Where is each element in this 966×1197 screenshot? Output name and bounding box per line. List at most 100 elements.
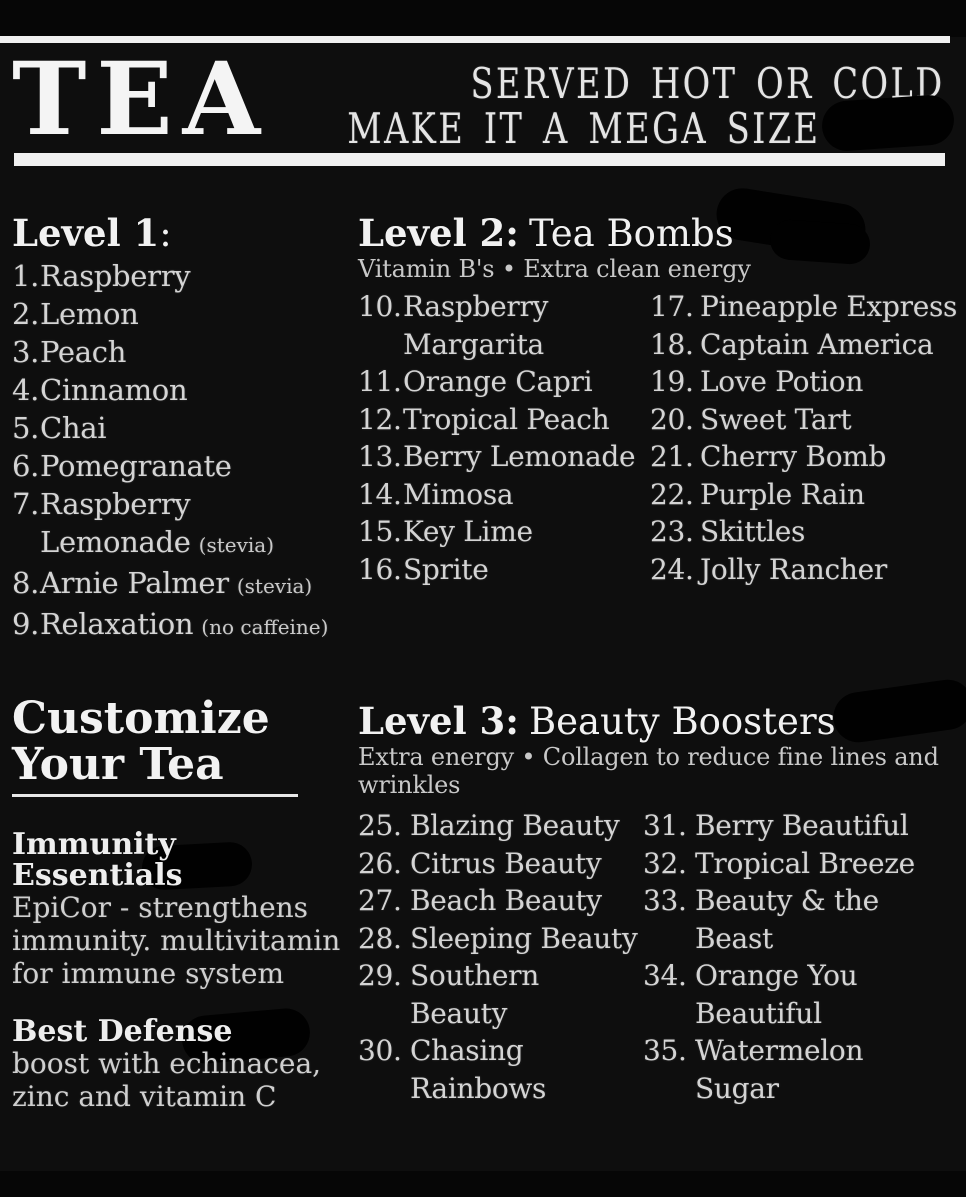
item-number: 30. [358,1034,402,1067]
item-number: 14. [358,477,402,511]
best-defense-body-line2: zinc and vitamin C [12,1080,277,1113]
item-number: 2. [12,297,40,331]
immunity-title-line2: Essentials [12,858,183,893]
tagline-line1: SERVED HOT OR COLD [470,59,945,108]
item-label: Purple Rain [700,477,865,511]
level2-subtitle: Vitamin B's • Extra clean energy [358,255,751,283]
item-label: Pomegranate [40,449,232,483]
level2-section: Level 2: Tea Bombs Vitamin B's • Extra cl… [358,212,958,588]
menu-item: 22. Purple Rain [650,476,957,514]
item-number: 16. [358,552,402,586]
item-number: 5. [12,411,40,445]
item-number: 6. [12,449,40,483]
item-number: 12. [358,402,402,436]
item-label: Orange You Beautiful [695,957,858,1032]
item-label-line2: Margarita [403,327,544,361]
level2-heading: Level 2: Tea Bombs [358,212,958,255]
item-label: Sweet Tart [700,402,852,436]
menu-item: 4. Cinnamon [12,371,357,409]
item-label: Captain America [700,327,934,361]
item-label: Lemon [40,297,139,331]
level1-list: 1. Raspberry 2. Lemon 3. Peach 4. Cinnamon 5… [12,257,357,646]
menu-item: 23. Skittles [650,513,957,551]
item-number: 29. [358,959,402,992]
item-number: 28. [358,921,402,955]
level2-column-left: 10. Raspberry Margarita 11. Orange Capri 12… [358,288,650,588]
menu-item: 17. Pineapple Express [650,288,957,326]
item-number: 32. [643,846,687,880]
menu-item: 32. Tropical Breeze [643,845,915,883]
item-label: Citrus Beauty [410,846,602,880]
immunity-body-line1: EpiCor - strengthens [12,891,309,924]
level1-section: Level 1: 1. Raspberry 2. Lemon 3. Peach 4. C… [12,212,357,646]
menu-item: 27. Beach Beauty [358,882,643,920]
level3-subtitle-line2: wrinkles [358,771,461,799]
item-number: 4. [12,373,40,407]
item-number: 25. [358,809,402,842]
menu-item: 29. Southern Beauty [358,957,643,1032]
menu-item: 9. Relaxation (no caffeine) [12,605,357,646]
menu-item: 30. Chasing Rainbows [358,1032,643,1107]
item-number: 19. [650,365,694,398]
item-label: Mimosa [403,477,514,511]
item-label-line1: Chasing [410,1034,524,1067]
item-label-line1: Beauty & the [695,884,879,917]
tagline-line2: MAKE IT A MEGA SIZE [346,104,820,153]
item-number: 18. [650,327,694,361]
menu-item: 12. Tropical Peach [358,401,650,439]
level3-section: Level 3: Beauty Boosters Extra energy • C… [358,700,958,1107]
level1-heading-colon: : [159,212,172,255]
item-label: Beauty & the Beast [695,882,879,957]
item-label: Pineapple Express [700,290,958,323]
item-note: (no caffeine) [201,615,329,639]
immunity-title-line1: Immunity [12,827,176,862]
item-number: 13. [358,440,402,473]
item-number: 26. [358,846,402,880]
best-defense-title: Best Defense [12,1014,233,1049]
item-number: 10. [358,290,402,323]
item-label: Relaxation (no caffeine) [40,605,328,646]
item-label: Blazing Beauty [410,809,620,842]
item-number: 3. [12,335,40,369]
item-number: 22. [650,477,694,511]
item-label-line1: Raspberry [403,290,549,323]
immunity-essentials-title: Immunity Essentials [12,829,357,891]
item-label-line1: Southern [410,959,539,992]
menu-item: 5. Chai [12,409,357,447]
item-label-line2: Beautiful [695,996,822,1030]
item-label: Love Potion [700,365,864,398]
menu-item: 13. Berry Lemonade [358,438,650,476]
item-label: Sleeping Beauty [410,921,638,955]
menu-item: 25. Blazing Beauty [358,807,643,845]
menu-item: 33. Beauty & the Beast [643,882,915,957]
item-label: Jolly Rancher [700,552,887,586]
menu-item: 1. Raspberry [12,257,357,295]
item-label: Raspberry [40,259,191,293]
item-number: 31. [643,809,687,842]
menu-item: 10. Raspberry Margarita [358,288,650,363]
menu-item: 11. Orange Capri [358,363,650,401]
item-label: Chai [40,411,107,445]
item-number: 35. [643,1034,687,1067]
level1-heading-bold: Level 1 [12,211,160,255]
menu-item: 16. Sprite [358,551,650,589]
level2-heading-rest: Tea Bombs [528,212,734,255]
menu-item: 14. Mimosa [358,476,650,514]
item-label: Arnie Palmer (stevia) [40,564,312,605]
item-label: Skittles [700,515,806,548]
level3-heading: Level 3: Beauty Boosters [358,700,958,743]
bottom-edge-strip [0,1171,966,1197]
item-label: Peach [40,335,127,369]
item-note: (stevia) [236,574,313,598]
menu-item: 34. Orange You Beautiful [643,957,915,1032]
customize-heading-line2: Your Tea [12,739,224,790]
item-number: 33. [643,884,687,917]
menu-item: 35. Watermelon Sugar [643,1032,915,1107]
item-label-text: Arnie Palmer [40,566,229,600]
customize-heading-line1: Customize [12,693,270,744]
item-label-line1: Orange You [695,959,858,992]
menu-item: 26. Citrus Beauty [358,845,643,883]
item-note: (stevia) [198,533,275,557]
item-label: Cherry Bomb [700,440,887,473]
item-label: Southern Beauty [410,957,539,1032]
